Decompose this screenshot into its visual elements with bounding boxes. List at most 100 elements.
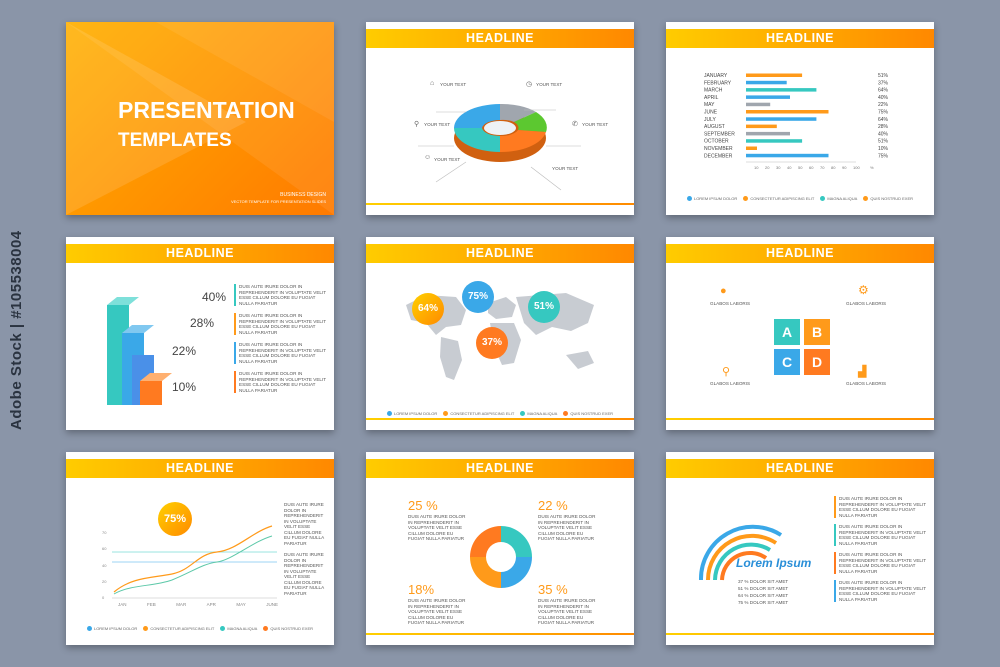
- text-para: DUIS AUTE IRURE DOLOR IN REPREHENDERIT I…: [234, 313, 328, 335]
- bar-category-label: DECEMBER: [704, 153, 733, 159]
- x-tick-label: 20: [765, 165, 770, 170]
- headline: HEADLINE: [666, 459, 934, 478]
- legend-item: QUIS NOSTRUD EXER: [863, 196, 913, 201]
- slide-3d-bars[interactable]: HEADLINE 40% 28% 22% 10% DUIS AUTE IRURE…: [66, 237, 334, 430]
- text-22: DUIS AUTE IRURE DOLOR IN REPREHENDERIT I…: [538, 514, 596, 541]
- x-tick-label: 80: [831, 165, 836, 170]
- bar-category-label: JUNE: [704, 110, 718, 116]
- chart-icon: ▟: [858, 366, 867, 378]
- label-c: GLABOS LABORIS: [710, 381, 751, 386]
- small-line-1: BUSINESS DESIGN: [280, 192, 326, 198]
- line-chart: [112, 525, 277, 599]
- bar-value-label: 22%: [878, 102, 889, 108]
- footer-line: [666, 418, 934, 420]
- bar-value-label: 75%: [878, 110, 889, 116]
- yticks: 0 20 40 60 70: [102, 530, 107, 600]
- arc-rows: 37 % DOLOR SIT AMET 51 % DOLOR SIT AMET 64…: [738, 579, 789, 605]
- bar-category-label: AUGUST: [704, 124, 725, 130]
- bar-category-label: MAY: [704, 102, 715, 108]
- footer-line: [666, 633, 934, 635]
- text-18: DUIS AUTE IRURE DOLOR IN REPREHENDERIT I…: [408, 598, 466, 625]
- text-para: DUIS AUTE IRURE DOLOR IN REPREHENDERIT I…: [234, 284, 328, 306]
- bar-category-label: SEPTEMBER: [704, 131, 735, 137]
- label-5: YOUR TEXT: [582, 122, 609, 127]
- pct-22: 22 %: [538, 498, 568, 513]
- box-a: A: [774, 319, 800, 345]
- label-b: GLABOS LABORIS: [846, 301, 887, 306]
- box-c: C: [774, 349, 800, 375]
- legend-item: LOREM IPSUM DOLOR: [386, 411, 437, 416]
- bubble-64: 64%: [412, 293, 444, 325]
- slide-title[interactable]: PRESENTATION TEMPLATES BUSINESS DESIGN V…: [66, 22, 334, 215]
- bar-category-label: NOVEMBER: [704, 146, 733, 152]
- slide-donut[interactable]: HEADLINE ⌂ YOUR TEXT ⚲ YOUR TEXT ☺ YOUR …: [366, 22, 634, 215]
- bar-category-label: JANUARY: [704, 73, 728, 79]
- segmented-circle: [470, 526, 532, 588]
- bar-value-label: 40%: [878, 95, 889, 101]
- slide-circle-segments[interactable]: HEADLINE 25 % DUIS AUTE IRURE DOLOR IN R…: [366, 452, 634, 645]
- slide-world-map[interactable]: HEADLINE 64% 75% 51% 37% LOREM IPSUM DOL…: [366, 237, 634, 430]
- small-line-2: VECTOR TEMPLATE FOR PRESENTATION SLIDES: [231, 199, 326, 204]
- bar: [746, 153, 829, 158]
- bar-category-label: MARCH: [704, 88, 723, 94]
- bar-category-label: OCTOBER: [704, 139, 729, 145]
- headline: HEADLINE: [366, 29, 634, 48]
- text-block: DUIS AUTE IRURE DOLOR IN REPREHENDERIT I…: [834, 496, 928, 602]
- bar: [746, 146, 757, 150]
- slide-abcd[interactable]: HEADLINE ● GLABOS LABORIS ⚙ GLABOS LABOR…: [666, 237, 934, 430]
- title: PRESENTATION: [118, 97, 295, 123]
- bar: [746, 95, 790, 99]
- donut-3d: [418, 103, 581, 191]
- headline: HEADLINE: [366, 244, 634, 263]
- footer-line: [366, 203, 634, 205]
- bar-value-label: 51%: [878, 73, 889, 79]
- slide-arcs[interactable]: HEADLINE Lorem Ipsum 37 % DOLOR SIT AMET…: [666, 452, 934, 645]
- bar: [746, 117, 817, 121]
- legend-item: QUIS NOSTRUD EXER: [263, 626, 313, 631]
- bar-value-label: 64%: [878, 88, 889, 94]
- label-a: GLABOS LABORIS: [710, 301, 751, 306]
- label-2: YOUR TEXT: [424, 122, 451, 127]
- legend: LOREM IPSUM DOLOR CONSECTETUR ADIPISCING…: [366, 411, 634, 416]
- legend-item: CONSECTETUR ADIPISCING ELIT: [743, 196, 814, 201]
- phone-icon: ✆: [572, 121, 578, 128]
- label-1: YOUR TEXT: [440, 82, 467, 87]
- legend-item: QUIS NOSTRUD EXER: [563, 411, 613, 416]
- search-icon: ⚲: [722, 366, 731, 378]
- home-icon: ⌂: [430, 80, 435, 87]
- bubble-75: 75%: [462, 281, 494, 313]
- headline: HEADLINE: [66, 244, 334, 263]
- gear-icon: ⚙: [858, 283, 869, 297]
- label-4: YOUR TEXT: [536, 82, 563, 87]
- bar: [746, 88, 817, 92]
- x-tick-label: 60: [809, 165, 814, 170]
- bubble-75: 75%: [158, 502, 192, 536]
- bar-chart-svg: JANUARY 51% FEBRUARY 37% MARCH 64% APRIL 40% MAY…: [704, 73, 889, 170]
- abcd-grid: A B C D: [774, 319, 830, 375]
- bar-value-label: 10%: [878, 146, 889, 152]
- x-tick-label: 10: [754, 165, 759, 170]
- bar: [746, 80, 787, 85]
- bar: [746, 124, 777, 129]
- arc-title: Lorem Ipsum: [736, 556, 812, 570]
- legend-item: MAGNA ALIQUA: [220, 626, 257, 631]
- user-icon: ●: [720, 285, 727, 297]
- text-para: DUIS AUTE IRURE DOLOR IN REPREHENDERIT I…: [234, 371, 328, 393]
- text-25: DUIS AUTE IRURE DOLOR IN REPREHENDERIT I…: [408, 514, 466, 541]
- bar: [746, 102, 771, 107]
- x-unit-label: %: [870, 165, 874, 170]
- pct-2: 28%: [190, 316, 215, 330]
- bubble-37: 37%: [476, 327, 508, 359]
- search-icon: ⚲: [414, 121, 420, 128]
- legend-item: MAGNA ALIQUA: [520, 411, 557, 416]
- legend-item: CONSECTETUR ADIPISCING ELIT: [143, 626, 214, 631]
- bar-value-label: 40%: [878, 131, 889, 137]
- slide-line-chart[interactable]: HEADLINE 0 20 40 60 70 75% JAN FEB MAR APR MAY JU…: [66, 452, 334, 645]
- text-para: DUIS AUTE IRURE DOLOR IN REPREHENDERIT I…: [234, 342, 328, 364]
- people-icon: ☺: [424, 154, 432, 161]
- bar-value-label: 28%: [878, 124, 889, 130]
- legend: LOREM IPSUM DOLOR CONSECTETUR ADIPISCING…: [666, 196, 934, 201]
- box-d: D: [804, 349, 830, 375]
- footer-line: [366, 633, 634, 635]
- slide-bars[interactable]: HEADLINE JANUARY 51% FEBRUARY 37% MARCH 64% AP…: [666, 22, 934, 215]
